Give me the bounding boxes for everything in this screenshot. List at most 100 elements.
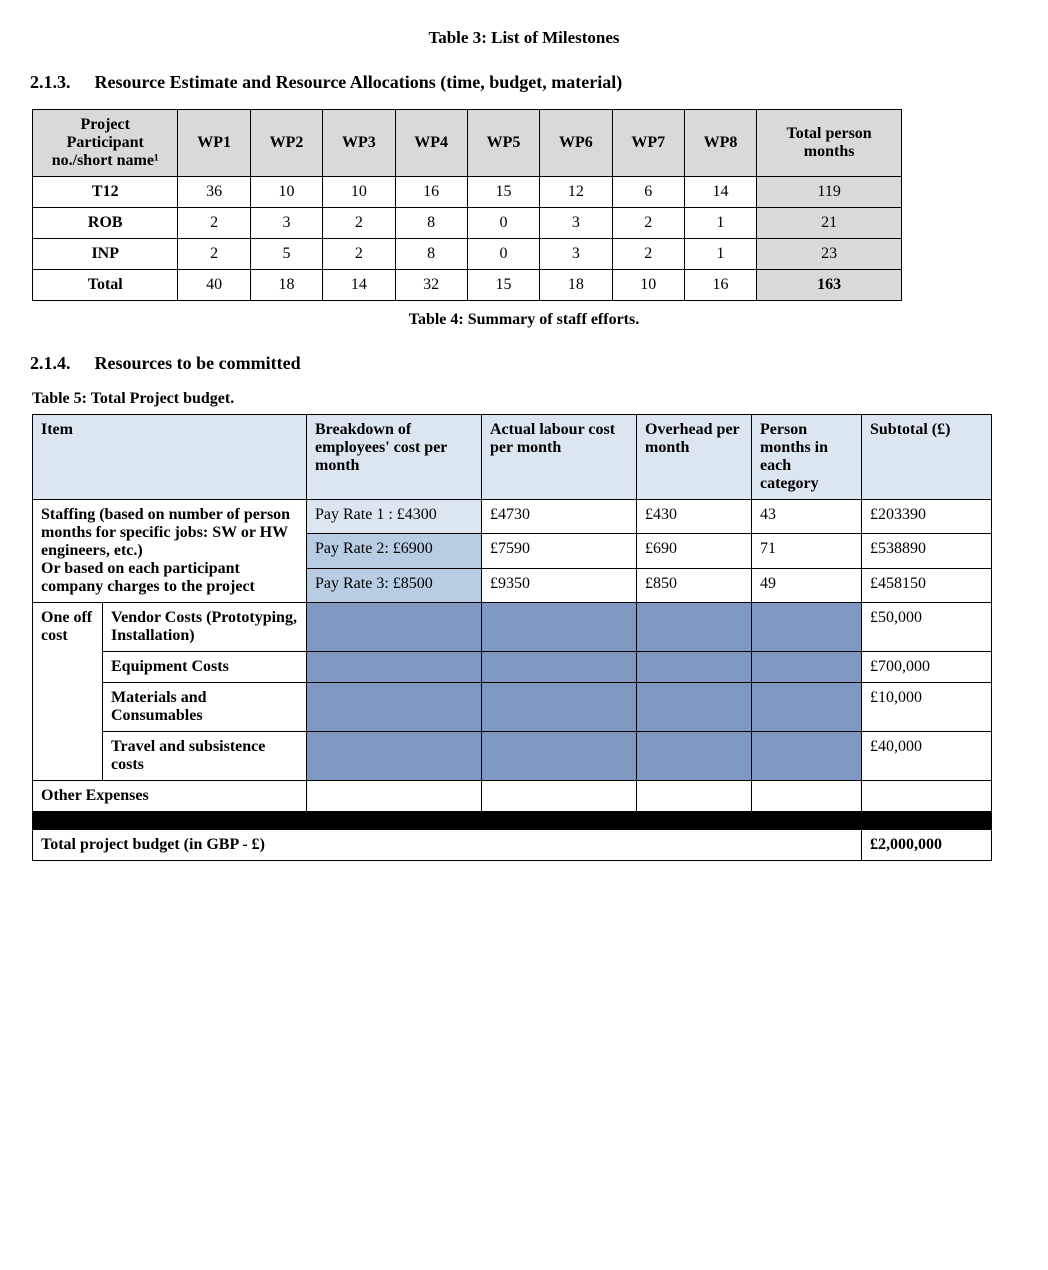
t5-empty <box>307 732 482 781</box>
t5-empty <box>752 652 862 683</box>
table4-row: T12 36 10 10 16 15 12 6 14 119 <box>33 177 902 208</box>
t5-subtotal: £50,000 <box>862 603 992 652</box>
t5-oneoff-row: Equipment Costs £700,000 <box>33 652 992 683</box>
t5-overhead: £690 <box>637 534 752 568</box>
t5-pm: 49 <box>752 568 862 602</box>
t4-rowtotal: 119 <box>757 177 902 208</box>
t5-breakdown: Pay Rate 2: £6900 <box>307 534 482 568</box>
section-214-num: 2.1.4. <box>30 353 90 374</box>
t4-cell: 10 <box>323 177 395 208</box>
t4-cell: 12 <box>540 177 612 208</box>
t5-empty <box>307 781 482 812</box>
t4-rowtotal: 163 <box>757 270 902 301</box>
t4-h-wp8: WP8 <box>684 110 756 177</box>
t4-cell: 0 <box>467 208 539 239</box>
t5-empty <box>482 603 637 652</box>
t4-cell: 15 <box>467 177 539 208</box>
t5-empty <box>482 683 637 732</box>
t5-h-pm: Person months in each category <box>752 415 862 500</box>
t5-h-actual: Actual labour cost per month <box>482 415 637 500</box>
table4-caption: Table 4: Summary of staff efforts. <box>30 311 1018 329</box>
t4-h-wp7: WP7 <box>612 110 684 177</box>
t4-cell: 0 <box>467 239 539 270</box>
section-213-heading: 2.1.3. Resource Estimate and Resource Al… <box>30 72 1018 93</box>
t5-subtotal: £538890 <box>862 534 992 568</box>
t5-oneoff-item: Travel and subsistence costs <box>103 732 307 781</box>
t5-oneoff-item: Equipment Costs <box>103 652 307 683</box>
table4-row: INP 2 5 2 8 0 3 2 1 23 <box>33 239 902 270</box>
t5-h-breakdown: Breakdown of employees' cost per month <box>307 415 482 500</box>
t5-pm: 43 <box>752 500 862 534</box>
t4-rowtotal: 23 <box>757 239 902 270</box>
t5-subtotal: £203390 <box>862 500 992 534</box>
table4-total-row: Total 40 18 14 32 15 18 10 16 163 <box>33 270 902 301</box>
t5-oneoff-row: Travel and subsistence costs £40,000 <box>33 732 992 781</box>
t5-oneoff-label: One off cost <box>33 603 103 781</box>
t4-rowtotal: 21 <box>757 208 902 239</box>
t4-cell: 5 <box>250 239 322 270</box>
t4-h-participant: Project Participant no./short name¹ <box>33 110 178 177</box>
t4-cell: 6 <box>612 177 684 208</box>
t5-oneoff-item: Materials and Consumables <box>103 683 307 732</box>
t5-payrow: Staffing (based on number of person mont… <box>33 500 992 534</box>
t4-cell: 2 <box>323 239 395 270</box>
t4-cell: 14 <box>323 270 395 301</box>
t5-empty <box>752 781 862 812</box>
t5-separator <box>33 812 992 830</box>
t4-cell: 3 <box>250 208 322 239</box>
t4-cell: 3 <box>540 208 612 239</box>
t5-h-overhead: Overhead per month <box>637 415 752 500</box>
t5-other-expenses-label: Other Expenses <box>33 781 307 812</box>
table4-row: ROB 2 3 2 8 0 3 2 1 21 <box>33 208 902 239</box>
t5-overhead: £850 <box>637 568 752 602</box>
t4-rowlabel: INP <box>33 239 178 270</box>
t4-cell: 8 <box>395 208 467 239</box>
t5-subtotal: £10,000 <box>862 683 992 732</box>
t4-cell: 1 <box>684 208 756 239</box>
t5-empty <box>637 781 752 812</box>
t5-h-subtotal: Subtotal (£) <box>862 415 992 500</box>
t5-oneoff-row: Materials and Consumables £10,000 <box>33 683 992 732</box>
t4-cell: 2 <box>178 208 250 239</box>
t4-cell: 2 <box>612 239 684 270</box>
t5-pm: 71 <box>752 534 862 568</box>
t5-total-value: £2,000,000 <box>862 830 992 861</box>
table3-caption: Table 3: List of Milestones <box>30 28 1018 48</box>
t4-cell: 16 <box>684 270 756 301</box>
t5-empty <box>637 652 752 683</box>
t5-oneoff-row: One off cost Vendor Costs (Prototyping, … <box>33 603 992 652</box>
t5-empty <box>482 781 637 812</box>
t5-total-label: Total project budget (in GBP - £) <box>33 830 862 861</box>
t5-breakdown: Pay Rate 3: £8500 <box>307 568 482 602</box>
section-214-heading: 2.1.4. Resources to be committed <box>30 353 1018 374</box>
t5-empty <box>752 603 862 652</box>
t5-overhead: £430 <box>637 500 752 534</box>
t5-empty <box>752 683 862 732</box>
t5-actual: £9350 <box>482 568 637 602</box>
t4-cell: 14 <box>684 177 756 208</box>
t4-cell: 36 <box>178 177 250 208</box>
t4-cell: 3 <box>540 239 612 270</box>
t4-cell: 15 <box>467 270 539 301</box>
t5-h-item: Item <box>33 415 307 500</box>
t4-h-wp5: WP5 <box>467 110 539 177</box>
t5-staffing-item: Staffing (based on number of person mont… <box>33 500 307 603</box>
t5-empty <box>637 603 752 652</box>
t5-actual: £7590 <box>482 534 637 568</box>
t5-empty <box>482 652 637 683</box>
t4-h-wp4: WP4 <box>395 110 467 177</box>
t4-cell: 10 <box>612 270 684 301</box>
t5-total-row: Total project budget (in GBP - £) £2,000… <box>33 830 992 861</box>
t5-empty <box>307 603 482 652</box>
t5-subtotal: £40,000 <box>862 732 992 781</box>
table5-budget: Item Breakdown of employees' cost per mo… <box>32 414 992 861</box>
t4-cell: 2 <box>612 208 684 239</box>
section-213-num: 2.1.3. <box>30 72 90 93</box>
t5-empty <box>307 683 482 732</box>
t5-actual: £4730 <box>482 500 637 534</box>
t5-empty <box>307 652 482 683</box>
t5-other-expenses-row: Other Expenses <box>33 781 992 812</box>
t4-h-wp6: WP6 <box>540 110 612 177</box>
t5-subtotal: £458150 <box>862 568 992 602</box>
t4-h-wp2: WP2 <box>250 110 322 177</box>
